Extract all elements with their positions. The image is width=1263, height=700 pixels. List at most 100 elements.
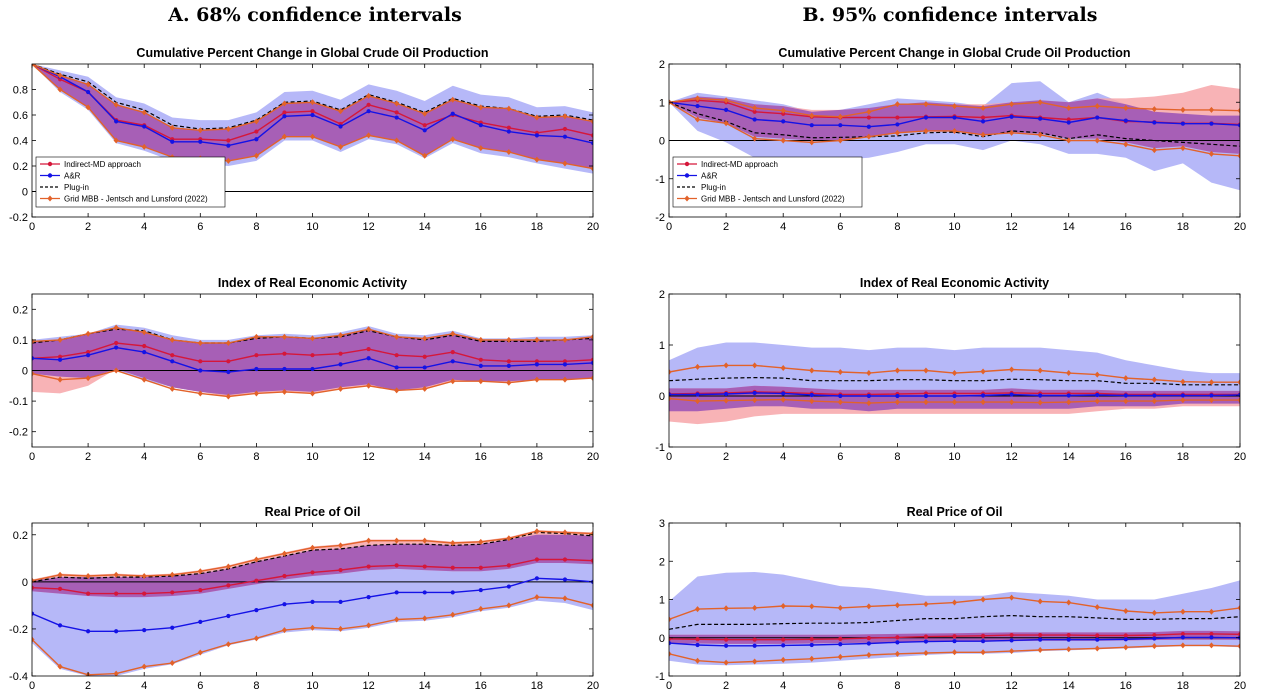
grid-mbb-point — [253, 333, 259, 340]
grid-mbb-point — [169, 124, 175, 131]
grid-mbb-point — [309, 335, 316, 342]
grid-mbb-point — [1094, 604, 1100, 611]
indirect-md-point — [866, 115, 871, 120]
y-tick-label: -0.1 — [9, 396, 28, 408]
grid-mbb-point — [1066, 599, 1072, 606]
grid-mbb-point — [506, 379, 512, 386]
grid-mbb-point — [894, 650, 900, 657]
grid-mbb-point — [1037, 367, 1043, 374]
grid-mbb-point — [1094, 645, 1100, 652]
grid-mbb-point — [309, 390, 316, 397]
grid-mbb-point — [1066, 646, 1072, 653]
ar-point — [866, 641, 871, 646]
y-tick-label: 0.8 — [13, 85, 28, 97]
y-tick-label: 3 — [659, 518, 665, 530]
plot-area — [32, 324, 593, 400]
grid-mbb-point — [590, 333, 593, 340]
grid-mbb-point — [1094, 103, 1100, 110]
grid-mbb-point — [422, 537, 428, 544]
x-tick-label: 14 — [1063, 680, 1075, 692]
indirect-md-point — [1123, 633, 1128, 638]
grid-mbb-point — [57, 72, 63, 79]
grid-mbb-point — [506, 148, 512, 155]
indirect-md-point — [450, 565, 455, 570]
x-tick-label: 8 — [253, 451, 259, 463]
ar-point — [478, 587, 483, 593]
grid-mbb-point — [1180, 145, 1186, 152]
ar-point — [809, 642, 814, 648]
y-tick-label: 0.2 — [13, 161, 28, 173]
ar-point — [86, 353, 91, 358]
indirect-md-point — [752, 637, 757, 642]
grid-mbb-point — [450, 136, 456, 143]
grid-mbb-point — [694, 116, 701, 123]
indirect-md-point — [310, 570, 315, 575]
grid-mbb-point — [366, 622, 372, 629]
ar-point — [1009, 392, 1014, 397]
ar-point — [752, 643, 757, 648]
grid-mbb-point — [752, 362, 758, 369]
ar-point — [1152, 120, 1157, 125]
ar-point — [562, 362, 568, 367]
ar-point — [1180, 393, 1185, 398]
ar-point — [781, 643, 786, 648]
indirect-md-point — [781, 111, 786, 116]
panel-a3: Real Price of Oil 0 2 4 6 8 10 12 14 16 18 20 -0.4 -0… — [9, 505, 599, 692]
ar-point — [338, 599, 343, 604]
grid-mbb-point — [1208, 379, 1215, 386]
grid-mbb-point — [57, 336, 63, 343]
ar-point — [86, 629, 91, 634]
grid-mbb-point — [562, 595, 568, 602]
ar-point — [1123, 393, 1128, 398]
ar-point — [310, 112, 315, 118]
ar-point — [450, 359, 455, 364]
legend-label-indirect-md: Indirect-MD approach — [64, 160, 141, 169]
ar-point — [1152, 393, 1157, 398]
y-tick-label: -2 — [655, 212, 665, 224]
x-tick-label: 2 — [85, 680, 91, 692]
ar-point — [1038, 393, 1043, 398]
legend-label-plugin: Plug-in — [701, 183, 726, 192]
grid-mbb-point — [197, 568, 203, 575]
x-tick-label: 4 — [780, 221, 786, 233]
legend-marker — [47, 195, 53, 202]
x-tick-label: 10 — [306, 680, 318, 692]
indirect-md-point — [32, 585, 35, 590]
column-title-b: B. 95% confidence intervals — [803, 4, 1098, 26]
grid-mbb-point — [1180, 608, 1186, 615]
x-tick-label: 12 — [362, 451, 374, 463]
ar-point — [695, 642, 700, 648]
panel-a1: Cumulative Percent Change in Global Crud… — [9, 46, 599, 233]
grid-mbb-point — [394, 387, 400, 394]
indirect-md-point — [506, 563, 511, 568]
ar-point — [980, 119, 986, 124]
ar-point — [534, 133, 540, 138]
grid-mbb-point — [450, 611, 456, 618]
ar-point — [895, 393, 900, 399]
ar-point — [170, 139, 175, 144]
x-tick-label: 18 — [1177, 221, 1189, 233]
ar-point — [562, 134, 568, 139]
grid-mbb-point — [337, 542, 344, 549]
panel-title: Cumulative Percent Change in Global Crud… — [778, 46, 1130, 60]
grid-mbb-point — [394, 616, 400, 623]
grid-mbb-point — [980, 368, 986, 375]
ar-point — [534, 362, 540, 367]
grid-mbb-point — [837, 399, 843, 406]
ar-point — [142, 628, 147, 633]
legend: Indirect-MD approach A&R Plug-in Grid MBB -… — [35, 156, 226, 208]
indirect-md-point — [366, 346, 371, 352]
ar-point — [1209, 393, 1214, 398]
indirect-md-point — [282, 110, 287, 115]
y-tick-label: 0 — [659, 391, 665, 403]
grid-mbb-point — [281, 133, 288, 140]
grid-mbb-point — [669, 616, 672, 623]
grid-mbb-point — [1151, 609, 1157, 616]
y-tick-label: -1 — [655, 671, 665, 683]
x-tick-label: 10 — [948, 680, 960, 692]
x-tick-label: 20 — [587, 221, 599, 233]
x-tick-label: 6 — [837, 680, 843, 692]
x-tick-label: 2 — [85, 451, 91, 463]
grid-mbb-point — [809, 139, 815, 146]
